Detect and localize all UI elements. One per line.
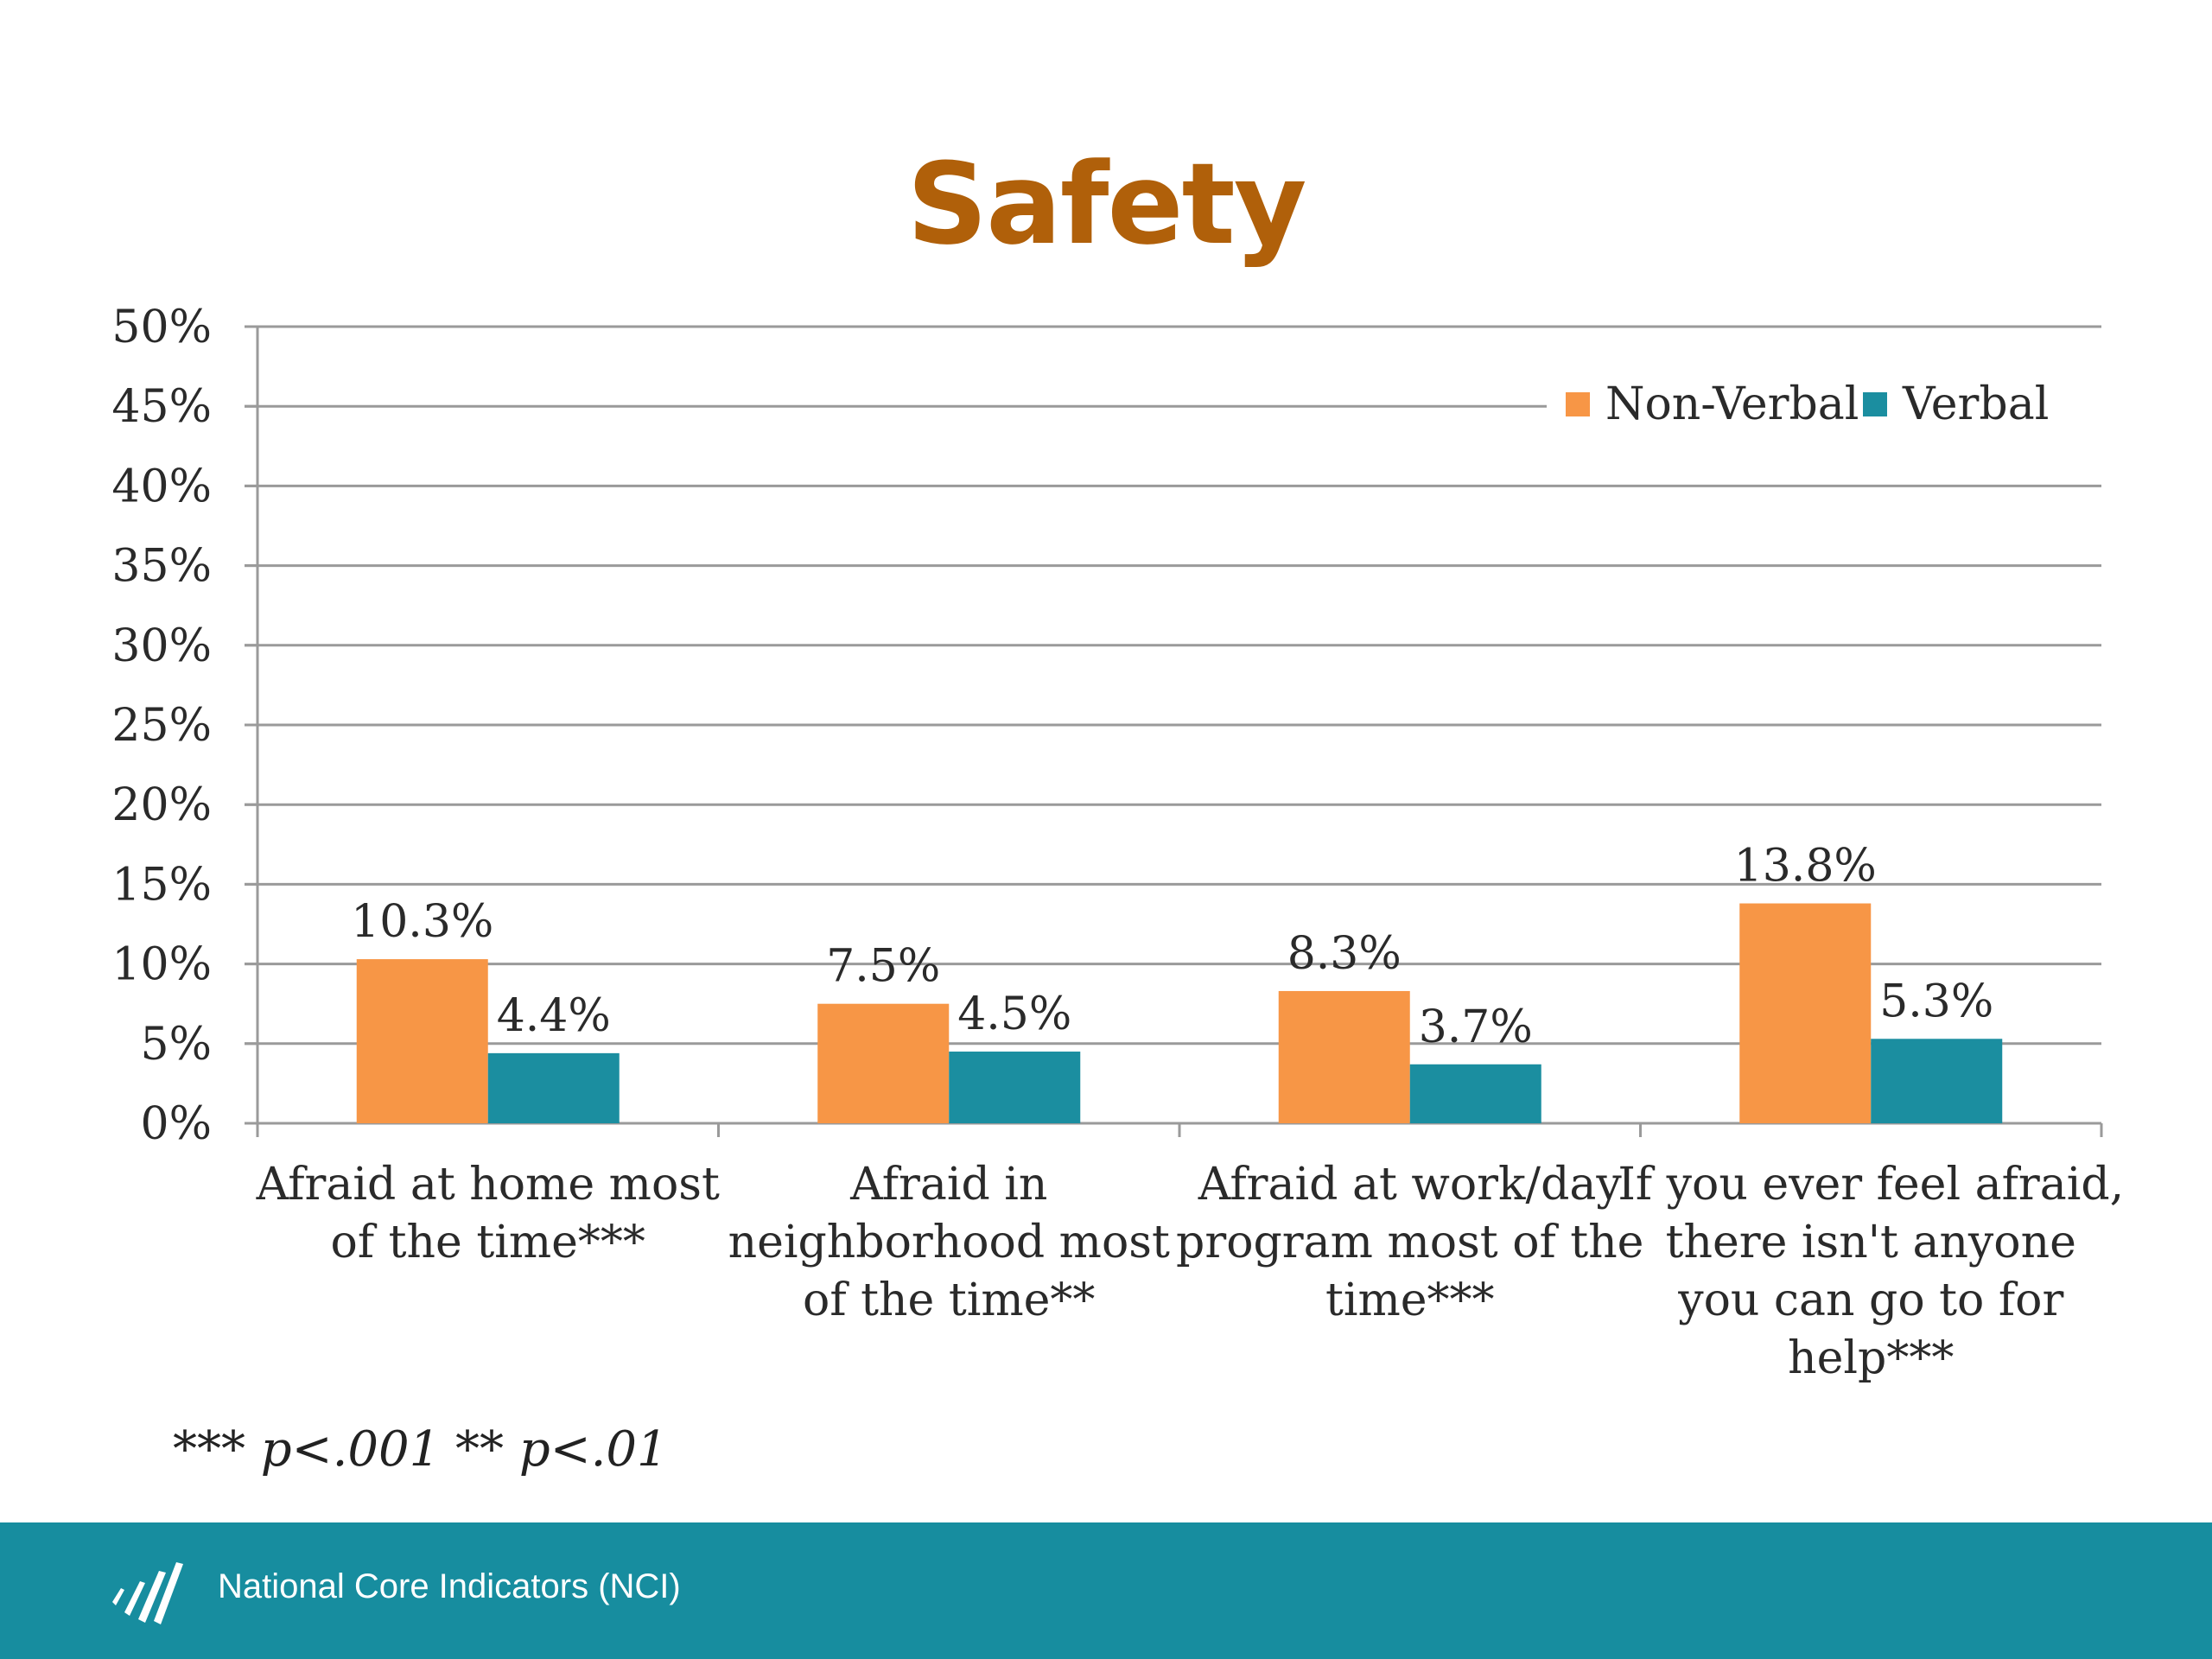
y-tick-label: 35% (111, 541, 212, 593)
x-category-label-line: Afraid at home most (256, 1159, 720, 1211)
page-title: Safety (906, 138, 1307, 270)
x-category-label-line: time*** (1325, 1274, 1495, 1326)
x-category-label: If you ever feel afraid, there isn't anyo… (1618, 1159, 2124, 1384)
bar-non-verbal-3 (1739, 903, 1872, 1123)
bars (356, 903, 2003, 1123)
bar-verbal-2 (1409, 1064, 1541, 1123)
data-label: 5.3% (1879, 976, 1993, 1027)
legend-background (1547, 373, 2108, 435)
bar-verbal-3 (1871, 1039, 2003, 1123)
y-tick-label: 25% (111, 700, 212, 752)
data-label: 4.4% (497, 990, 611, 1042)
x-category-label-line: of the time** (803, 1274, 1095, 1326)
footer-bar: National Core Indicators (NCI) (0, 1522, 2212, 1659)
legend-swatch (1566, 392, 1590, 416)
x-category-label: Afraid in neighborhood most of the time** (728, 1159, 1170, 1326)
x-category-label-line: neighborhood most (728, 1217, 1170, 1268)
y-tick-label: 0% (141, 1098, 213, 1150)
x-category-label-line: If you ever feel afraid, (1618, 1159, 2124, 1211)
footer-text: National Core Indicators (NCI) (218, 1567, 681, 1605)
x-category-label: Afraid at home most of the time*** (256, 1159, 720, 1268)
nci-logo-icon (112, 1562, 183, 1624)
x-category-label-line: of the time*** (331, 1217, 645, 1268)
axes: 0% 5% 10% 15% 20% 25% 30% 35% 40% 45% 50% Afraid at… (111, 302, 2124, 1384)
y-tick-label: 15% (111, 859, 212, 911)
data-label: 10.3% (351, 896, 493, 948)
y-tick-label: 20% (111, 779, 212, 831)
bar-non-verbal-0 (356, 959, 488, 1123)
significance-footnote: *** p<.001 ** p<.01 (173, 1421, 668, 1478)
y-tick-label: 45% (111, 381, 212, 433)
legend-swatch (1863, 392, 1887, 416)
bar-verbal-1 (949, 1052, 1081, 1123)
x-category-label-line: there isn't anyone (1666, 1217, 2076, 1268)
y-tick-label: 5% (141, 1019, 213, 1071)
data-label: 4.5% (957, 988, 1071, 1040)
bar-verbal-0 (487, 1052, 620, 1123)
x-category-label-line: help*** (1788, 1332, 1954, 1384)
legend-label: Verbal (1902, 378, 2049, 430)
data-label: 3.7% (1419, 1001, 1533, 1053)
data-label: 8.3% (1287, 928, 1402, 980)
data-label: 7.5% (826, 941, 940, 993)
legend: Non-Verbal Verbal (1547, 373, 2108, 435)
data-labels: 10.3%4.4% 7.5% 4.5% 8.3% 3.7% 13.8% 5.3% (351, 841, 1993, 1053)
legend-label: Non-Verbal (1605, 378, 1859, 430)
x-category-label: Afraid at work/day program most of the tim… (1176, 1159, 1643, 1326)
x-category-label-line: Afraid at work/day (1198, 1159, 1623, 1211)
gridlines (245, 325, 2101, 1046)
data-label: 13.8% (1734, 841, 1877, 893)
x-category-label-line: you can go to for (1677, 1274, 2063, 1326)
bar-non-verbal-2 (1278, 990, 1410, 1123)
x-category-label-line: Afraid in (849, 1159, 1047, 1211)
y-tick-label: 40% (111, 461, 212, 512)
bar-non-verbal-1 (817, 1003, 950, 1123)
y-tick-label: 30% (111, 620, 212, 672)
x-category-label-line: program most of the (1176, 1217, 1643, 1268)
y-tick-label: 50% (111, 302, 212, 353)
y-tick-label: 10% (111, 939, 212, 991)
